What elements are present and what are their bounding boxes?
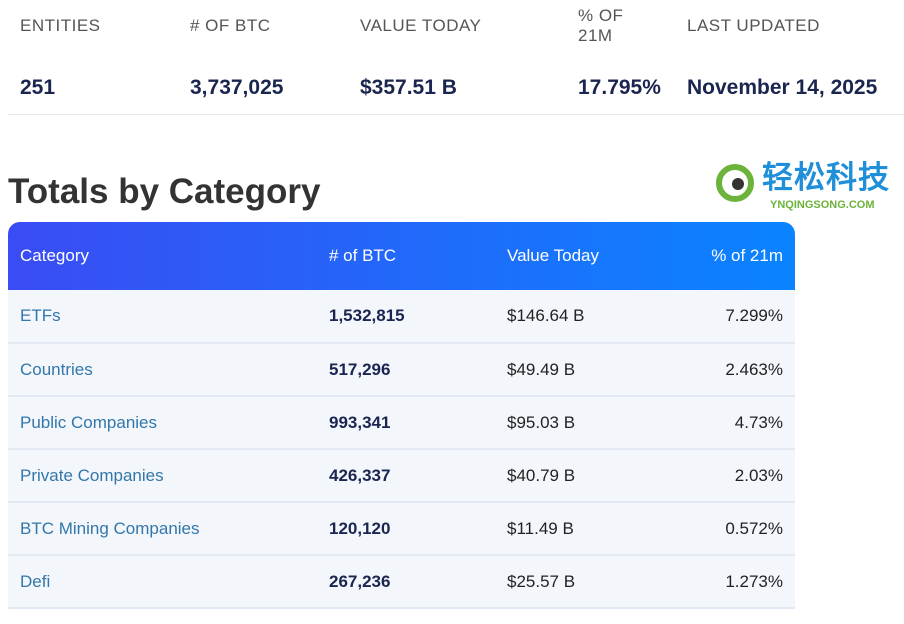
value-today: $11.49 B bbox=[507, 518, 574, 538]
table-row: BTC Mining Companies 120,120 $11.49 B 0.572… bbox=[8, 502, 795, 555]
value-today: $25.57 B bbox=[507, 571, 576, 591]
table-row: Public Companies 993,341 $95.03 B 4.73% bbox=[8, 396, 795, 449]
value-today: $146.64 B bbox=[507, 306, 585, 325]
btc-amount: 993,341 bbox=[329, 412, 391, 432]
percent-of-21m: 7.299% bbox=[725, 306, 783, 325]
header-value[interactable]: Value Today bbox=[507, 246, 599, 265]
btc-amount: 517,296 bbox=[329, 359, 391, 379]
value-today: $40.79 B bbox=[507, 465, 576, 485]
category-link[interactable]: ETFs bbox=[20, 306, 61, 325]
percent-of-21m: 4.73% bbox=[734, 412, 783, 432]
category-link[interactable]: Countries bbox=[20, 359, 93, 379]
header-btc[interactable]: # of BTC bbox=[329, 246, 397, 265]
table-row: Defi 267,236 $25.57 B 1.273% bbox=[8, 555, 795, 608]
percent-of-21m: 1.273% bbox=[725, 571, 783, 591]
category-link[interactable]: Defi bbox=[20, 571, 51, 591]
watermark-cn: 轻松科技 bbox=[762, 160, 890, 195]
category-link[interactable]: Public Companies bbox=[20, 412, 158, 432]
value-today: $95.03 B bbox=[507, 412, 576, 432]
category-link[interactable]: Private Companies bbox=[20, 465, 164, 485]
category-link[interactable]: BTC Mining Companies bbox=[20, 518, 200, 538]
header-category[interactable]: Category bbox=[20, 246, 89, 265]
eye-logo-icon bbox=[716, 164, 754, 202]
section-title: Totals by Category bbox=[8, 172, 321, 211]
table-row: Countries 517,296 $49.49 B 2.463% bbox=[8, 343, 795, 396]
table-row: Private Companies 426,337 $40.79 B 2.03% bbox=[8, 449, 795, 502]
percent-of-21m: 0.572% bbox=[725, 518, 783, 538]
btc-amount: 426,337 bbox=[329, 465, 391, 485]
table-row: ETFs 1,532,815 $146.64 B 7.299% bbox=[8, 290, 795, 343]
value-today: $49.49 B bbox=[507, 359, 576, 379]
category-table: Category # of BTC Value Today % of 21m E… bbox=[8, 222, 795, 609]
btc-amount: 267,236 bbox=[329, 571, 391, 591]
summary-stats: ENTITIES 251 # OF BTC 3,737,025 VALUE TODA… bbox=[8, 0, 904, 115]
btc-amount: 1,532,815 bbox=[329, 306, 405, 325]
percent-of-21m: 2.03% bbox=[734, 465, 783, 485]
percent-of-21m: 2.463% bbox=[725, 359, 783, 379]
btc-amount: 120,120 bbox=[329, 518, 391, 538]
table-header: Category # of BTC Value Today % of 21m bbox=[8, 222, 795, 290]
watermark-en: YNQINGSONG.COM bbox=[770, 199, 875, 211]
watermark-logo: 轻松科技 YNQINGSONG.COM bbox=[712, 160, 902, 214]
header-percent[interactable]: % of 21m bbox=[711, 246, 783, 265]
